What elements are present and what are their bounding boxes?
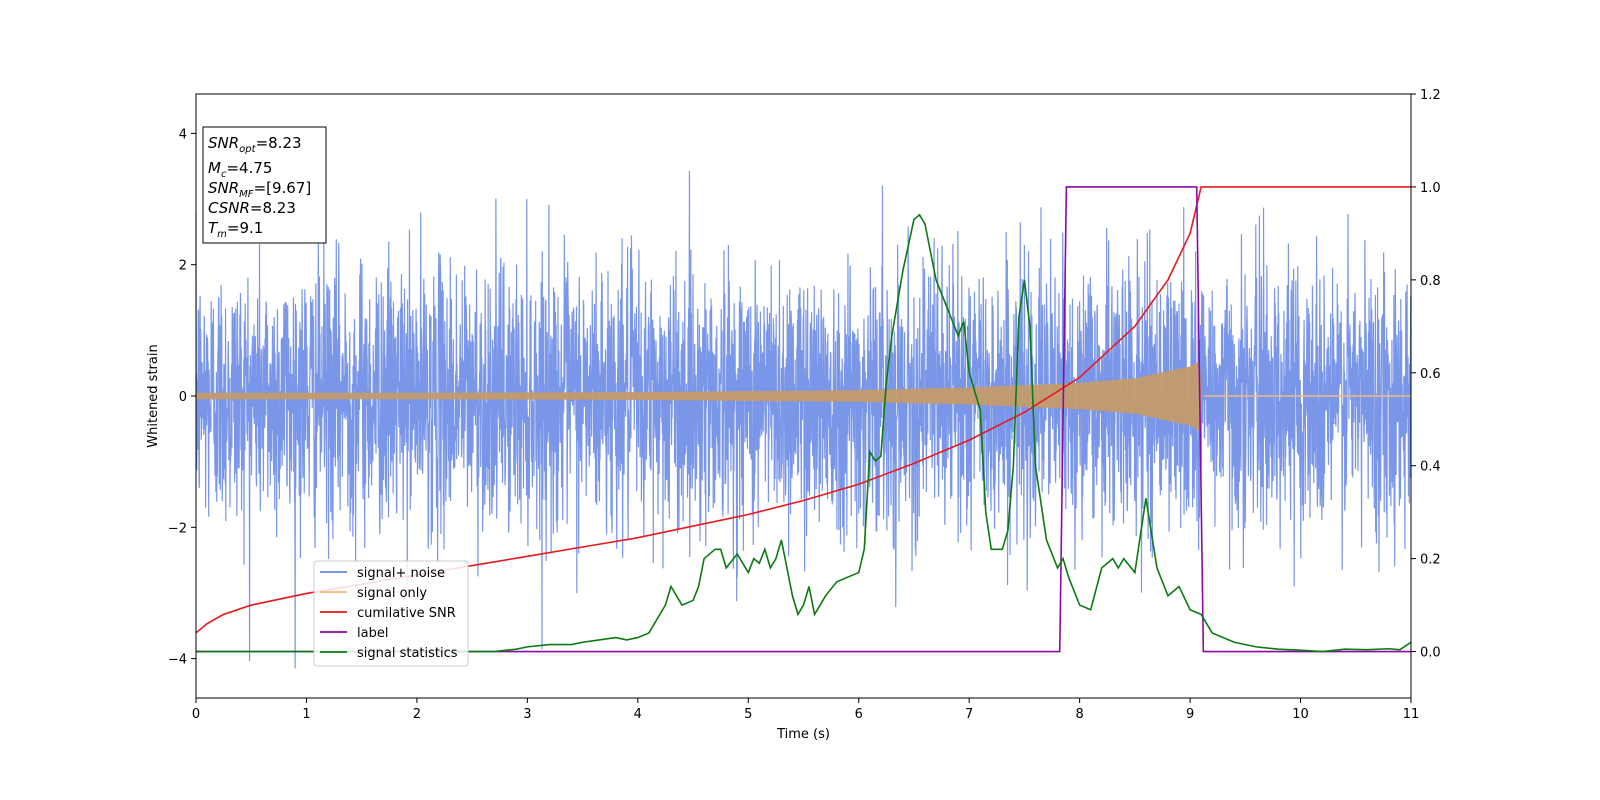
series-lines bbox=[195, 186, 1412, 653]
signal-only-band bbox=[196, 360, 1411, 432]
legend-label: label bbox=[357, 626, 388, 641]
y-left-tick-label: 2 bbox=[179, 259, 187, 274]
x-tick-label: 1 bbox=[302, 707, 310, 722]
y-left-tick-label: 0 bbox=[179, 390, 187, 405]
signal-statistics-line bbox=[196, 213, 1412, 653]
label-line bbox=[196, 186, 1411, 653]
y-axis-label: Whitened strain bbox=[146, 344, 161, 447]
x-tick-label: 6 bbox=[855, 707, 863, 722]
x-tick-label: 0 bbox=[192, 707, 200, 722]
legend: signal+ noise signal only cumilative SNR la… bbox=[313, 560, 469, 667]
cumilative-snr-line bbox=[195, 186, 1411, 634]
info-snr-mf: SNRMF=[9.67] bbox=[208, 179, 311, 200]
x-axis-label: Time (s) bbox=[776, 727, 830, 742]
x-tick-label: 11 bbox=[1403, 707, 1420, 722]
x-tick-label: 7 bbox=[965, 707, 973, 722]
y-right-tick-label: 0.2 bbox=[1420, 553, 1441, 568]
x-tick-label: 4 bbox=[634, 707, 642, 722]
y-right-tick-label: 1.2 bbox=[1420, 88, 1441, 103]
x-tick-label: 10 bbox=[1292, 707, 1309, 722]
legend-label: cumilative SNR bbox=[357, 606, 456, 621]
x-tick-label: 3 bbox=[523, 707, 531, 722]
y-left-tick-label: −4 bbox=[168, 653, 187, 668]
info-csnr: CSNR=8.23 bbox=[208, 199, 296, 217]
y-left-tick-label: −2 bbox=[168, 521, 187, 536]
info-box: SNRopt=8.23 Mc=4.75 SNRMF=[9.67] CSNR=8.… bbox=[202, 126, 327, 244]
legend-label: signal+ noise bbox=[357, 566, 445, 581]
x-axis-ticks: 0 1 2 3 4 5 6 7 8 9 10 11 bbox=[192, 698, 1419, 722]
y-right-tick-label: 0.0 bbox=[1420, 646, 1441, 661]
x-tick-label: 5 bbox=[744, 707, 752, 722]
x-tick-label: 8 bbox=[1075, 707, 1083, 722]
x-tick-label: 9 bbox=[1186, 707, 1194, 722]
legend-label: signal only bbox=[357, 586, 427, 601]
series-signal-only bbox=[196, 360, 1411, 432]
info-tm: Tm=9.1 bbox=[208, 219, 263, 240]
y-axis-right-ticks: 0.0 0.2 0.4 0.6 0.8 1.0 1.2 bbox=[1411, 88, 1441, 661]
y-left-tick-label: 4 bbox=[179, 127, 187, 142]
y-right-tick-label: 0.4 bbox=[1420, 460, 1441, 475]
y-axis-left-ticks: −4 −2 0 2 4 bbox=[168, 127, 196, 668]
y-right-tick-label: 1.0 bbox=[1420, 181, 1441, 196]
x-tick-label: 2 bbox=[413, 707, 421, 722]
y-right-tick-label: 0.8 bbox=[1420, 274, 1441, 289]
info-mc: Mc=4.75 bbox=[208, 159, 272, 180]
legend-label: signal statistics bbox=[357, 646, 458, 661]
y-right-tick-label: 0.6 bbox=[1420, 367, 1441, 382]
info-snr-opt: SNRopt=8.23 bbox=[208, 134, 302, 155]
